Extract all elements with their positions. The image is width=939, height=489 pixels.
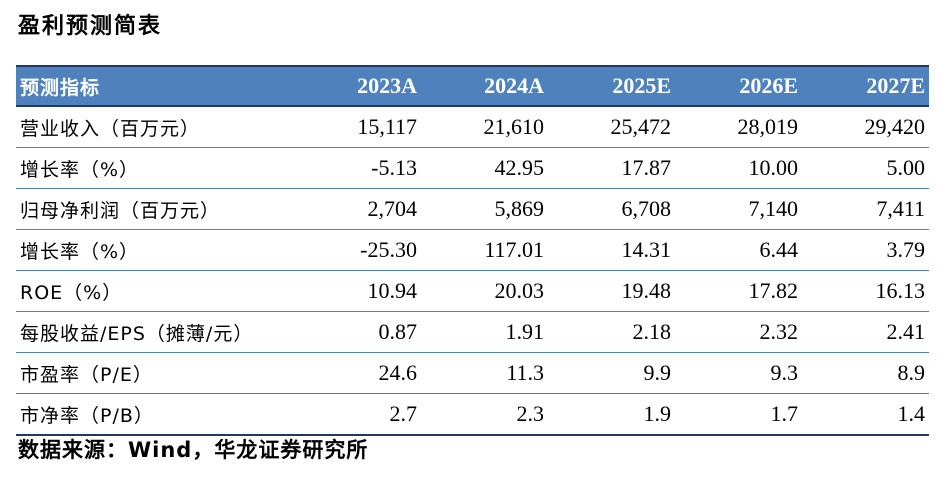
table-cell: 11.3 — [506, 360, 544, 385]
table-cell: 9.9 — [643, 360, 672, 385]
table-cell: 1.9 — [643, 401, 672, 426]
header-label-cell: 预测指标 — [20, 76, 101, 99]
table-row: 市盈率（P/E） 24.6 11.3 9.9 9.3 8.9 — [16, 353, 929, 394]
table-cell: 20.03 — [494, 278, 545, 303]
row-label: 每股收益/EPS（摊薄/元） — [20, 322, 254, 345]
table-cell: 1.91 — [505, 319, 545, 344]
table-cell: 2.3 — [516, 401, 545, 426]
table-cell: 16.13 — [875, 278, 926, 303]
table-cell: 5,869 — [494, 196, 545, 221]
header-year-2025e: 2025E — [612, 73, 671, 98]
table-cell: 2.32 — [759, 319, 799, 344]
table-cell: 42.95 — [494, 155, 545, 180]
table-cell: 6,708 — [621, 196, 672, 221]
table-cell: 7,411 — [876, 196, 925, 221]
row-label: 增长率（%） — [20, 240, 140, 263]
table-cell: 19.48 — [621, 278, 672, 303]
header-year-2023a: 2023A — [357, 73, 417, 98]
row-label: 归母净利润（百万元） — [20, 199, 221, 222]
header-year-2027e: 2027E — [866, 73, 925, 98]
header-year-2026e: 2026E — [739, 73, 798, 98]
table-row: 归母净利润（百万元） 2,704 5,869 6,708 7,140 7,411 — [16, 189, 929, 230]
table-row: ROE（%） 10.94 20.03 19.48 17.82 16.13 — [16, 271, 929, 312]
table-cell: 8.9 — [897, 360, 926, 385]
table-cell: 1.4 — [897, 401, 926, 426]
table-cell: 24.6 — [378, 360, 418, 385]
table-cell: 9.3 — [770, 360, 799, 385]
table-cell: 10.00 — [748, 155, 799, 180]
table-header-row: 预测指标 2023A 2024A 2025E 2026E 2027E — [16, 66, 929, 106]
row-label: 市盈率（P/E） — [20, 363, 153, 386]
table-cell: 2.18 — [632, 319, 672, 344]
table-cell: 0.87 — [378, 319, 418, 344]
table-cell: 17.82 — [748, 278, 799, 303]
table-cell: 29,420 — [864, 114, 926, 139]
table-row: 增长率（%） -5.13 42.95 17.87 10.00 5.00 — [16, 148, 929, 189]
table-cell: 14.31 — [621, 237, 672, 262]
table-cell: 2.41 — [886, 319, 926, 344]
table-row: 增长率（%） -25.30 117.01 14.31 6.44 3.79 — [16, 230, 929, 271]
table-cell: 10.94 — [367, 278, 418, 303]
data-source-note: 数据来源：Wind，华龙证券研究所 — [18, 438, 369, 462]
table-cell: 1.7 — [770, 401, 799, 426]
table-cell: -25.30 — [360, 237, 417, 262]
row-label: 增长率（%） — [20, 158, 140, 181]
table-row: 每股收益/EPS（摊薄/元） 0.87 1.91 2.18 2.32 2.41 — [16, 312, 929, 353]
row-label: 营业收入（百万元） — [20, 117, 201, 140]
table-cell: 17.87 — [621, 155, 672, 180]
table-cell: 15,117 — [357, 114, 417, 139]
table-cell: 21,610 — [483, 114, 545, 139]
table-cell: 5.00 — [886, 155, 926, 180]
table-cell: 2,704 — [367, 196, 418, 221]
table-cell: 2.7 — [389, 401, 418, 426]
table-cell: 3.79 — [886, 237, 926, 262]
forecast-table: 预测指标 2023A 2024A 2025E 2026E 2027E 营业收入（… — [16, 65, 929, 436]
table-cell: -5.13 — [371, 155, 417, 180]
table-cell: 117.01 — [484, 237, 544, 262]
row-label: 市净率（P/B） — [20, 404, 154, 427]
row-label: ROE（%） — [20, 281, 123, 304]
header-year-2024a: 2024A — [484, 73, 544, 98]
table-cell: 6.44 — [759, 237, 799, 262]
table-row: 市净率（P/B） 2.7 2.3 1.9 1.7 1.4 — [16, 394, 929, 435]
table-row: 营业收入（百万元） 15,117 21,610 25,472 28,019 29… — [16, 106, 929, 148]
table-cell: 28,019 — [737, 114, 799, 139]
page-title: 盈利预测简表 — [18, 14, 163, 39]
table-cell: 7,140 — [748, 196, 799, 221]
table-cell: 25,472 — [610, 114, 672, 139]
